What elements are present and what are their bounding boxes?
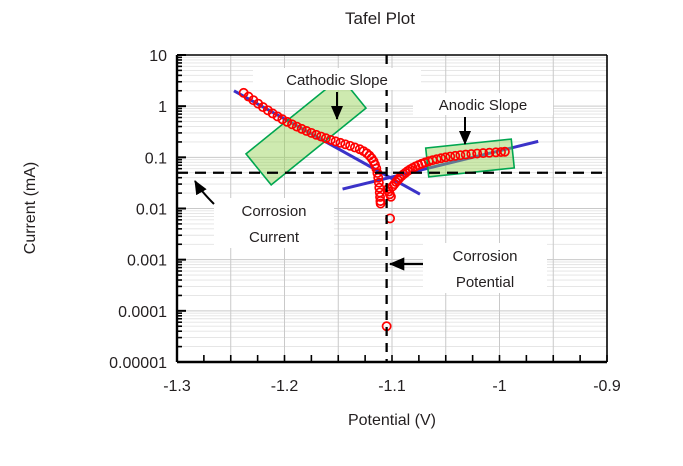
- y-tick-label: 0.0001: [118, 304, 167, 321]
- data-point: [436, 153, 446, 164]
- y-tick-label: 1: [158, 99, 167, 116]
- corrosion-current-annotation: Corrosion Current: [194, 180, 334, 248]
- data-point: [340, 139, 351, 150]
- data-point: [373, 177, 384, 188]
- data-point: [335, 137, 346, 148]
- y-tick-label: 0.01: [136, 202, 167, 219]
- data-point: [349, 142, 360, 153]
- y-tick-label: 0.1: [145, 150, 167, 167]
- data-point: [496, 147, 506, 157]
- data-point: [296, 123, 307, 134]
- y-axis-title: Current (mA): [22, 162, 39, 254]
- y-tick-labels: 10 1 0.1 0.01 0.001 0.0001 0.00001: [109, 48, 167, 372]
- data-point: [431, 154, 442, 165]
- x-tick-label: -1.3: [163, 378, 191, 395]
- chart-title: Tafel Plot: [345, 9, 415, 28]
- anodic-slope-label: Anodic Slope: [439, 97, 527, 114]
- data-point: [282, 116, 293, 127]
- corrosion-potential-label-line2: Potential: [456, 274, 514, 291]
- axis-frame: [175, 54, 608, 364]
- data-point: [375, 192, 386, 202]
- data-point: [301, 125, 312, 136]
- x-tick-labels: -1.3 -1.2 -1.1 -1 -0.9: [163, 378, 621, 395]
- data-point: [311, 129, 322, 140]
- data-point: [345, 140, 356, 151]
- x-tick-label: -1.1: [378, 378, 406, 395]
- data-point: [472, 148, 483, 159]
- cathodic-slope-label: Cathodic Slope: [286, 72, 388, 89]
- x-tick-label: -1.2: [271, 378, 299, 395]
- y-tick-label: 10: [149, 48, 167, 65]
- x-axis-title: Potential (V): [348, 412, 436, 429]
- data-point: [320, 133, 331, 144]
- corrosion-current-label-line1: Corrosion: [241, 203, 306, 220]
- data-point: [375, 198, 386, 209]
- data-point: [306, 127, 317, 138]
- data-point: [330, 136, 341, 147]
- data-point: [267, 108, 278, 119]
- data-point: [445, 151, 456, 162]
- data-point: [272, 111, 283, 122]
- data-point: [325, 134, 336, 145]
- cathodic-slope-annotation: Cathodic Slope: [253, 68, 421, 120]
- data-point: [316, 131, 326, 142]
- corrosion-potential-label-line1: Corrosion: [452, 248, 517, 265]
- x-tick-label: -0.9: [593, 378, 621, 395]
- data-point: [478, 148, 489, 159]
- data-point: [484, 147, 495, 158]
- data-point: [455, 150, 466, 161]
- y-tick-label: 0.00001: [109, 355, 167, 372]
- data-point: [450, 150, 461, 161]
- data-point: [291, 121, 302, 132]
- data-point: [490, 147, 501, 158]
- x-tick-label: -1: [492, 378, 506, 395]
- data-point: [287, 119, 297, 130]
- corrosion-current-label-line2: Current: [249, 229, 300, 246]
- y-tick-label: 0.001: [127, 253, 167, 270]
- corrosion-current-arrow: [194, 180, 215, 205]
- anodic-slope-annotation: Anodic Slope: [413, 93, 553, 145]
- corrosion-potential-annotation: Corrosion Potential: [388, 243, 547, 293]
- data-point: [466, 149, 477, 159]
- data-point: [440, 152, 451, 163]
- data-point: [499, 146, 510, 157]
- data-point: [460, 149, 471, 160]
- data-point: [277, 114, 288, 125]
- reference-lines: [177, 55, 607, 362]
